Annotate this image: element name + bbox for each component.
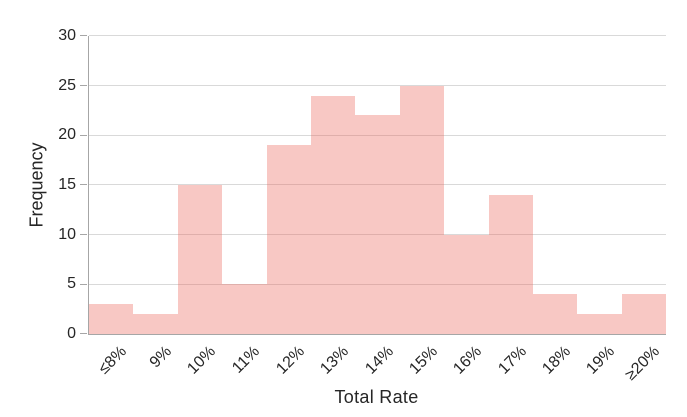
x-tick-label-18%: 18% <box>539 343 575 378</box>
bar-12% <box>266 145 311 334</box>
x-axis-title: Total Rate <box>334 387 419 407</box>
y-tick-mark-5 <box>80 283 87 285</box>
plot-area <box>88 35 667 335</box>
x-tick-label-≤8%: ≤8% <box>95 343 131 378</box>
bar-15% <box>399 85 445 334</box>
y-tick-label-5: 5 <box>67 275 76 293</box>
bars <box>89 36 667 334</box>
x-tick-label-11%: 11% <box>229 343 264 377</box>
bar-14% <box>355 115 400 334</box>
bar-18% <box>532 294 578 334</box>
bar-19% <box>577 314 622 334</box>
bar-13% <box>310 95 356 334</box>
bar-≤8% <box>89 304 134 334</box>
y-tick-mark-10 <box>80 233 87 235</box>
x-tick-label-≥20%: ≥20% <box>621 343 663 384</box>
bar-10% <box>177 185 223 334</box>
y-tick-label-20: 20 <box>58 126 76 144</box>
y-tick-label-25: 25 <box>58 76 76 94</box>
x-tick-label-16%: 16% <box>450 343 486 378</box>
bar-16% <box>444 234 489 334</box>
bar-11% <box>222 284 267 334</box>
x-tick-label-15%: 15% <box>406 343 441 378</box>
gridline-y-15 <box>89 184 666 186</box>
bar-≥20% <box>621 294 667 334</box>
x-tick-label-13%: 13% <box>317 343 353 378</box>
gridline-y-30 <box>89 35 666 37</box>
x-tick-label-9%: 9% <box>146 343 175 372</box>
gridline-y-5 <box>89 283 666 285</box>
gridline-y-25 <box>89 84 666 86</box>
bar-17% <box>488 194 533 334</box>
x-tick-label-19%: 19% <box>583 343 619 378</box>
y-tick-label-10: 10 <box>58 225 76 243</box>
x-tick-label-17%: 17% <box>494 343 530 378</box>
y-tick-label-0: 0 <box>67 325 76 342</box>
y-tick-mark-20 <box>80 134 87 136</box>
x-tick-label-14%: 14% <box>361 343 397 378</box>
x-tick-label-12%: 12% <box>273 343 308 378</box>
gridline-y-20 <box>89 134 666 136</box>
y-tick-mark-15 <box>80 184 87 186</box>
y-tick-mark-0 <box>80 333 87 335</box>
bar-9% <box>133 314 178 334</box>
y-tick-label-30: 30 <box>58 27 76 44</box>
gridline-y-10 <box>89 233 666 235</box>
x-tick-label-10%: 10% <box>184 343 219 378</box>
y-tick-mark-30 <box>80 35 87 37</box>
y-tick-label-15: 15 <box>58 176 76 193</box>
y-tick-mark-25 <box>80 84 87 86</box>
